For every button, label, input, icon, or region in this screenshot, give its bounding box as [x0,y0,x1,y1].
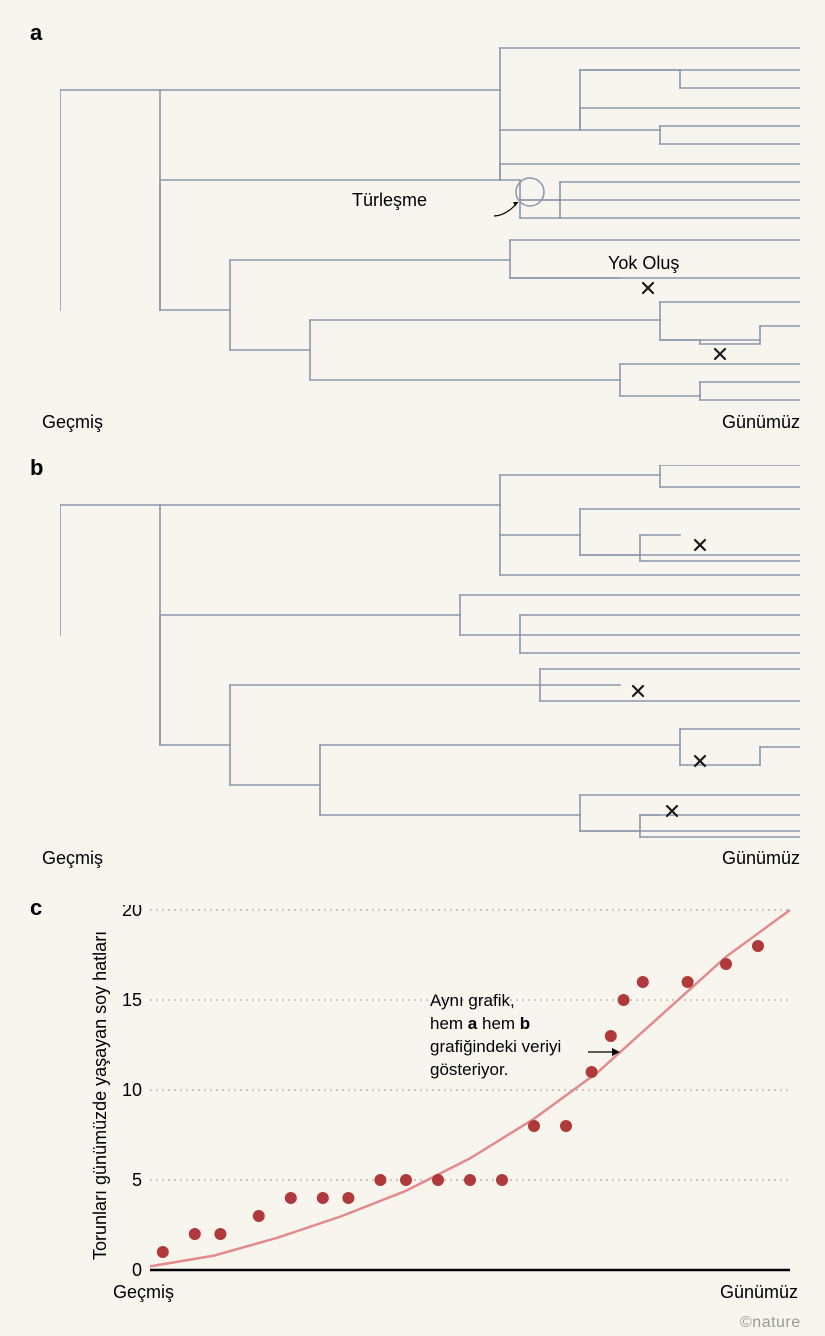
panel-b-tree [60,465,800,875]
data-point [752,940,764,952]
panel-c-label: c [30,895,42,921]
data-point [285,1192,297,1204]
data-point [528,1120,540,1132]
data-point [374,1174,386,1186]
speciation-label: Türleşme [352,190,427,211]
data-point [342,1192,354,1204]
svg-text:15: 15 [122,990,142,1010]
chart-x-left: Geçmiş [113,1282,174,1303]
panel-b-present-label: Günümüz [722,848,800,869]
data-point [560,1120,572,1132]
panel-c-chart: 0 5 10 15 20 [115,905,800,1285]
chart-note: Aynı grafik,hem a hem bgrafiğindeki veri… [430,990,610,1082]
data-point [464,1174,476,1186]
panel-b-past-label: Geçmiş [42,848,103,869]
panel-b-label: b [30,455,43,481]
extinction-mark [715,349,725,359]
data-point [253,1210,265,1222]
data-point [618,994,630,1006]
extinction-mark [643,283,653,293]
data-point [496,1174,508,1186]
data-point [682,976,694,988]
data-point [432,1174,444,1186]
panel-a-tree [60,30,800,440]
svg-text:20: 20 [122,905,142,920]
svg-text:0: 0 [132,1260,142,1280]
credit-text: ©nature [740,1314,801,1332]
svg-text:5: 5 [132,1170,142,1190]
data-point [157,1246,169,1258]
data-point [637,976,649,988]
data-point [317,1192,329,1204]
panel-a-label: a [30,20,42,46]
data-point [720,958,732,970]
panel-a-past-label: Geçmiş [42,412,103,433]
data-point [189,1228,201,1240]
extinction-label: Yok Oluş [608,253,679,274]
data-point [400,1174,412,1186]
chart-x-right: Günümüz [720,1282,798,1303]
data-point [214,1228,226,1240]
chart-y-title: Torunları günümüzde yaşayan soy hatları [90,931,111,1260]
extinction-mark [633,686,643,696]
svg-text:10: 10 [122,1080,142,1100]
panel-a-present-label: Günümüz [722,412,800,433]
extinction-mark [695,540,705,550]
